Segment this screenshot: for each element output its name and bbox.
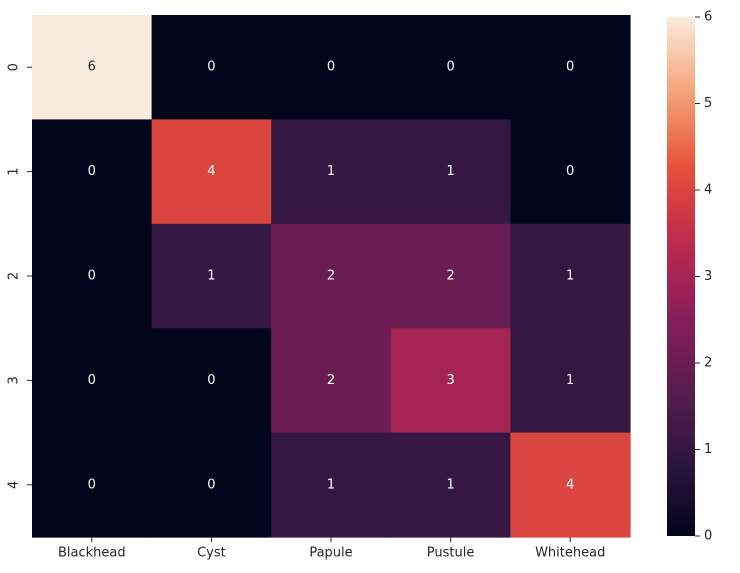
y-tick-label: 4 (7, 481, 22, 489)
cell-value-label: 0 (207, 373, 215, 388)
cell-value-label: 4 (207, 164, 215, 179)
heatmap-cell (151, 15, 272, 120)
x-tick-label: Pustule (427, 546, 475, 561)
colorbar-tick-label: 5 (704, 96, 712, 111)
colorbar-tick-label: 0 (704, 529, 712, 544)
heatmap-cell (151, 223, 272, 329)
cell-value-label: 1 (446, 477, 454, 492)
x-tick-label: Whitehead (535, 546, 605, 561)
cell-value-label: 1 (566, 373, 574, 388)
cell-value-label: 1 (327, 477, 335, 492)
cell-value-label: 0 (566, 60, 574, 75)
colorbar-tick-label: 2 (704, 356, 712, 371)
cell-value-label: 0 (207, 477, 215, 492)
cell-value-label: 2 (327, 373, 335, 388)
heatmap-cell (510, 223, 631, 329)
colorbar: 0 1 2 3 4 5 6 (667, 10, 712, 544)
cell-value-label: 0 (88, 164, 96, 179)
cell-value-label: 1 (327, 164, 335, 179)
heatmap-cell (271, 432, 392, 538)
heatmap-cell (390, 119, 511, 225)
heatmap-cells: 6 0 0 0 0 0 4 1 1 0 0 1 2 2 1 0 0 2 3 1 0 0 1 1 4 (32, 15, 631, 538)
heatmap-cell (32, 328, 153, 434)
colorbar-tick-label: 1 (704, 442, 712, 457)
cell-value-label: 3 (446, 373, 454, 388)
y-tick-label: 2 (7, 272, 22, 280)
heatmap-cell (510, 328, 631, 434)
heatmap-cell (32, 15, 153, 120)
cell-value-label: 0 (327, 60, 335, 75)
cell-value-label: 1 (566, 269, 574, 284)
heatmap-cell (510, 432, 631, 538)
heatmap-cell (271, 328, 392, 434)
heatmap-cell (151, 432, 272, 538)
colorbar-tick-label: 4 (704, 183, 712, 198)
cell-value-label: 1 (446, 164, 454, 179)
heatmap-cell (151, 328, 272, 434)
x-tick-label: Cyst (197, 546, 226, 561)
heatmap-cell (271, 15, 392, 120)
heatmap-cell (390, 328, 511, 434)
heatmap-cell (510, 119, 631, 225)
cell-value-label: 2 (446, 269, 454, 284)
cell-value-label: 0 (566, 164, 574, 179)
heatmap-cell (271, 223, 392, 329)
x-tick-label: Blackhead (58, 546, 126, 561)
cell-value-label: 1 (207, 269, 215, 284)
x-tick-label: Papule (309, 546, 352, 561)
heatmap-cell (32, 223, 153, 329)
cell-value-label: 0 (88, 269, 96, 284)
heatmap-cell (390, 15, 511, 120)
heatmap-cell (510, 15, 631, 120)
y-axis: 0 1 2 3 4 (7, 63, 32, 489)
cell-value-label: 0 (88, 477, 96, 492)
heatmap-cell (390, 432, 511, 538)
y-tick-label: 3 (7, 376, 22, 384)
cell-value-label: 0 (207, 60, 215, 75)
cell-value-label: 6 (88, 60, 96, 75)
colorbar-tick-label: 6 (704, 10, 712, 25)
cell-value-label: 4 (566, 477, 574, 492)
heatmap-cell (32, 432, 153, 538)
colorbar-gradient (667, 17, 695, 536)
cell-value-label: 0 (88, 373, 96, 388)
cell-value-label: 2 (327, 269, 335, 284)
heatmap-cell (271, 119, 392, 225)
heatmap-cell (151, 119, 272, 225)
x-axis: Blackhead Cyst Papule Pustule Whitehead (58, 537, 605, 561)
heatmap-cell (390, 223, 511, 329)
y-tick-label: 1 (7, 167, 22, 175)
heatmap-cell (32, 119, 153, 225)
y-tick-label: 0 (7, 63, 22, 71)
colorbar-tick-label: 3 (704, 269, 712, 284)
cell-value-label: 0 (446, 60, 454, 75)
